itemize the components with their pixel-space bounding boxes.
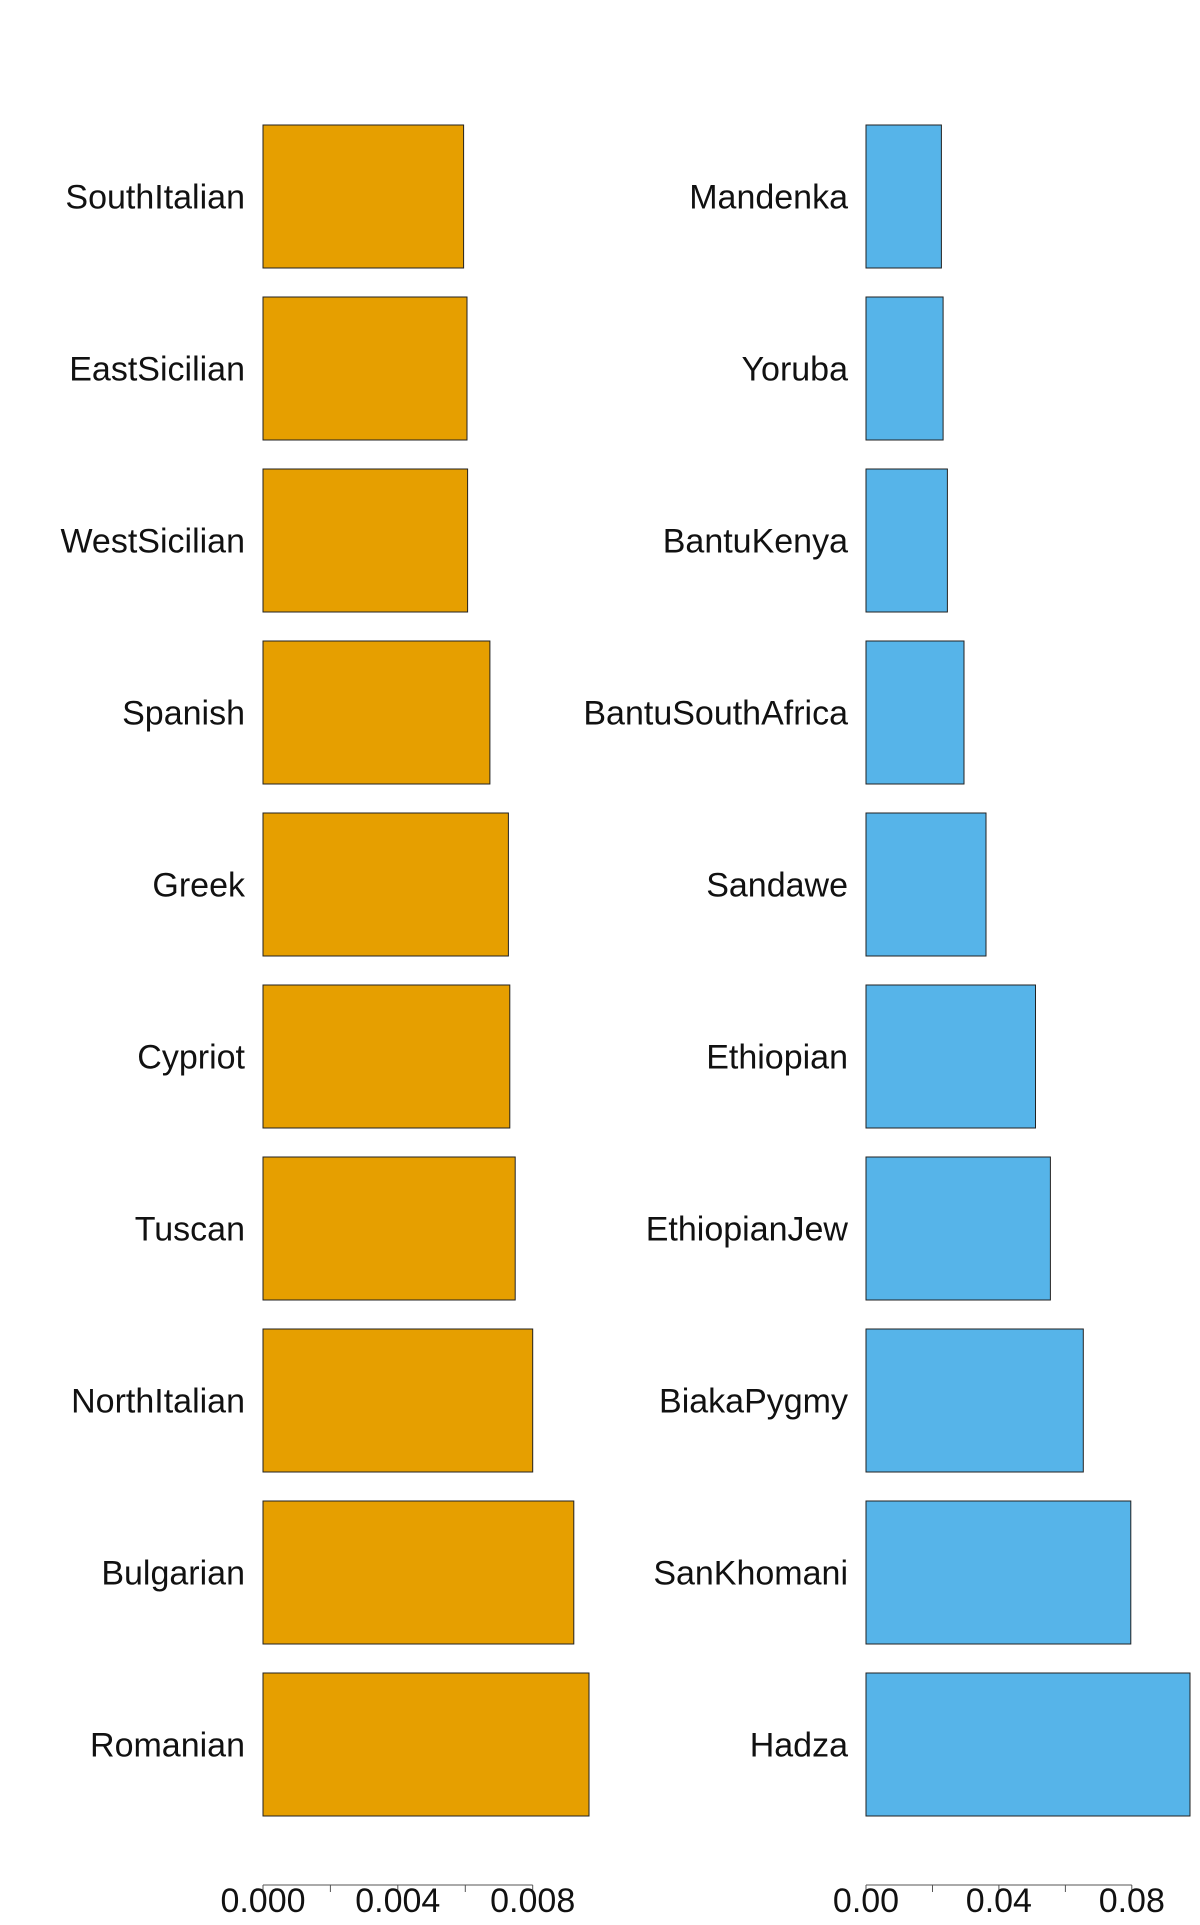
category-label: Greek [152,867,246,905]
category-label: Spanish [122,695,245,733]
bar-bulgarian [262,1500,575,1645]
category-label: BantuKenya [663,523,848,561]
panel-right-africa: Mandenka Yoruba BantuKenya BantuSouthAfrica… [583,124,1191,1920]
category-label: SanKhomani [653,1555,848,1593]
category-label: EastSicilian [69,351,245,389]
category-label: EthiopianJew [646,1211,849,1249]
bar-spanish [262,640,491,785]
bar-westsicilian [262,468,469,613]
bar-sandawe [865,812,987,957]
bar-eastsicilian [262,296,468,441]
category-label: Hadza [750,1727,848,1765]
category-label: NorthItalian [71,1383,245,1421]
panel-left-europe: SouthItalian EastSicilian WestSicilian Span… [60,124,590,1920]
bar-yoruba [865,296,944,441]
bar-northitalian [262,1328,534,1473]
bar-romanian [262,1672,590,1817]
category-label: Ethiopian [706,1039,848,1077]
x-tick-label: 0.08 [1099,1882,1165,1920]
bar-southitalian [262,124,465,269]
bar-sankhomani [865,1500,1132,1645]
category-label: WestSicilian [60,523,245,561]
x-tick-label: 0.000 [220,1882,305,1920]
bar-mandenka [865,124,942,269]
category-label: Bulgarian [101,1555,245,1593]
category-label: Romanian [90,1727,245,1765]
bar-bantusouthafrica [865,640,965,785]
bar-tuscan [262,1156,516,1301]
category-label: BantuSouthAfrica [583,695,848,733]
x-tick-label: 0.008 [490,1882,575,1920]
bar-ethiopian [865,984,1036,1129]
category-label: Sandawe [706,867,848,905]
category-label: BiakaPygmy [659,1383,848,1421]
bar-hadza [865,1672,1191,1817]
category-label: SouthItalian [65,179,245,217]
bar-ethiopianjew [865,1156,1051,1301]
bar-bantukenya [865,468,948,613]
bar-biakapygmy [865,1328,1084,1473]
category-label: Tuscan [135,1211,245,1249]
category-label: Mandenka [689,179,848,217]
bar-cypriot [262,984,511,1129]
x-tick-label: 0.004 [355,1882,440,1920]
category-label: Yoruba [741,351,848,389]
x-tick-label: 0.00 [833,1882,899,1920]
category-label: Cypriot [137,1039,245,1077]
bar-greek [262,812,509,957]
x-tick-label: 0.04 [966,1882,1032,1920]
